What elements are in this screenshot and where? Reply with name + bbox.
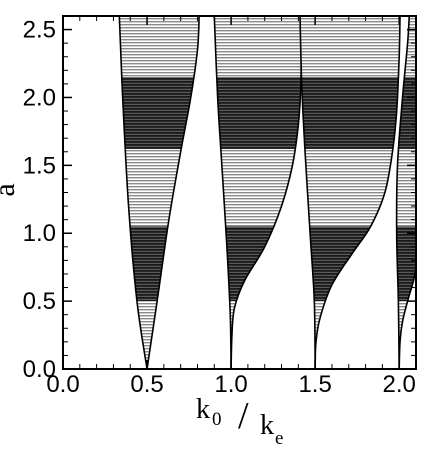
region-1-band-1 xyxy=(119,301,200,369)
region-1-right-edge xyxy=(146,16,200,369)
x-tick-label: 0.5 xyxy=(130,371,163,398)
y-tick-label: 0.0 xyxy=(23,356,56,383)
region-4-band-1 xyxy=(396,301,416,369)
regions-layer xyxy=(118,16,416,369)
region-4-band-3 xyxy=(396,149,416,227)
ticks xyxy=(62,16,416,370)
y-tick-label: 0.5 xyxy=(23,288,56,315)
y-tick-label: 2.0 xyxy=(23,84,56,111)
y-tick-label: 1.0 xyxy=(23,220,56,247)
region-2-band-1 xyxy=(214,301,302,369)
region-3-band-5 xyxy=(300,16,401,78)
region-4-band-2 xyxy=(396,226,416,302)
x-tick-label: 1.5 xyxy=(298,371,331,398)
region-3-right-edge xyxy=(299,16,316,369)
svg-text:e: e xyxy=(275,428,283,449)
region-2-left-edge xyxy=(230,16,303,369)
svg-text:k: k xyxy=(196,394,210,425)
region-1-band-5 xyxy=(119,16,200,78)
y-tick-label: 1.5 xyxy=(23,152,56,179)
tick-labels: 0.0 0.5 1.0 1.5 2.0 0.0 0.5 1.0 1.5 2.0 2.5 xyxy=(23,17,416,398)
region-2-right-edge xyxy=(213,16,232,369)
x-axis-title: k 0 / k e xyxy=(196,394,283,449)
x-tick-label: 2.0 xyxy=(383,371,416,398)
x-tick-label: 0.0 xyxy=(46,371,79,398)
region-4-right-edge xyxy=(395,16,411,369)
y-axis-title: a xyxy=(0,183,21,196)
x-tick-label: 1.0 xyxy=(214,371,247,398)
region-3-band-4 xyxy=(300,77,401,150)
y-tick-label: 2.5 xyxy=(23,17,56,44)
svg-text:k: k xyxy=(260,410,274,441)
svg-text:0: 0 xyxy=(212,409,222,430)
region-4-left-edge xyxy=(398,267,416,369)
svg-text:/: / xyxy=(238,395,249,437)
region-3-left-edge xyxy=(314,16,401,369)
region-1-left-edge xyxy=(118,16,148,369)
region-2-band-4 xyxy=(214,77,302,150)
region-2-band-5 xyxy=(214,16,302,78)
region-3-band-1 xyxy=(300,301,401,369)
